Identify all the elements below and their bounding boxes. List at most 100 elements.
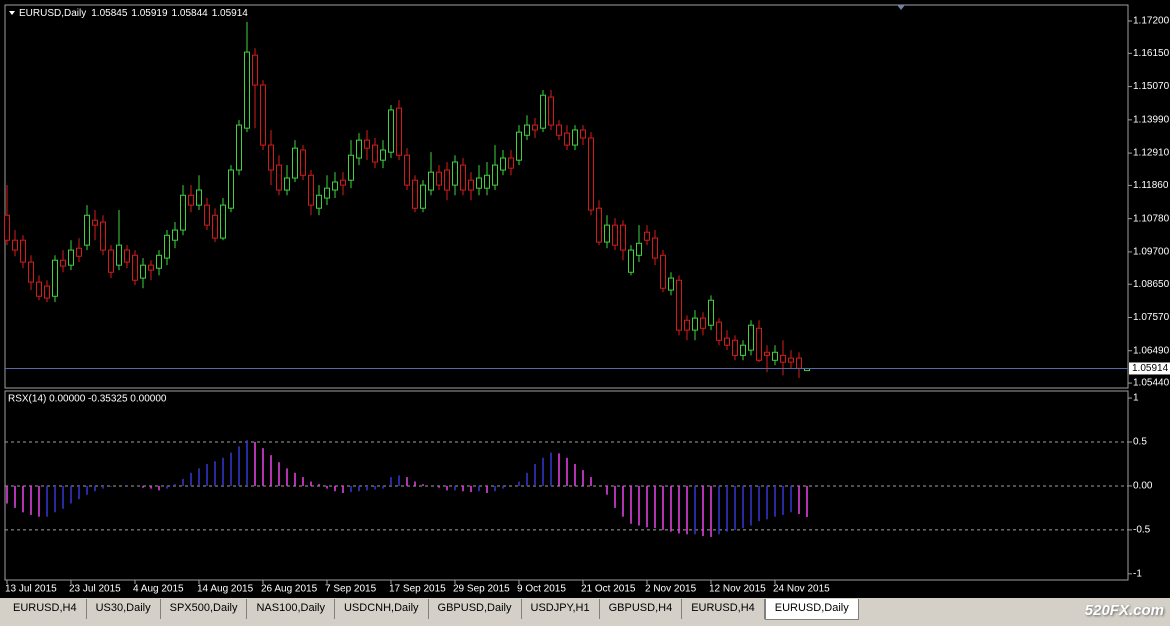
candle-body xyxy=(748,324,754,351)
chart-tab[interactable]: EURUSD,Daily xyxy=(764,599,859,620)
candle-body xyxy=(716,321,722,341)
y-tick-label: 1.15070 xyxy=(1133,81,1170,92)
y-tick-label: 1.17200 xyxy=(1133,16,1170,27)
menu-arrow[interactable] xyxy=(9,11,15,15)
y-tick-label: 1 xyxy=(1133,393,1139,404)
candle-body xyxy=(116,244,122,266)
x-tick-label: 12 Nov 2015 xyxy=(709,584,766,595)
candle-body xyxy=(276,164,282,191)
candle-body xyxy=(172,229,178,241)
y-tick-label: 1.05440 xyxy=(1133,378,1170,389)
candle-body xyxy=(396,107,402,156)
candle-body xyxy=(436,171,442,186)
candle-body xyxy=(516,131,522,161)
tab-row: EURUSD,H4 US30,Daily SPX500,Daily NAS100,Da… xyxy=(4,599,859,620)
watermark: 520FX.com xyxy=(1084,602,1164,619)
chart-tab[interactable]: EURUSD,H4 xyxy=(682,599,765,619)
candle-body xyxy=(708,299,714,326)
candle-body xyxy=(28,261,34,283)
x-tick-label: 4 Aug 2015 xyxy=(133,584,184,595)
low-value: 1.05844 xyxy=(172,8,209,19)
candle-body xyxy=(484,174,490,189)
candle-body xyxy=(692,317,698,331)
candle-body xyxy=(548,96,554,126)
chart-tab[interactable]: EURUSD,H4 xyxy=(4,599,87,619)
candle-body xyxy=(636,242,642,256)
chart-tab[interactable]: NAS100,Daily xyxy=(247,599,335,619)
candle-body xyxy=(132,254,138,281)
candle-body xyxy=(684,319,690,331)
candle-body xyxy=(220,204,226,239)
candle-body xyxy=(380,149,386,161)
candle-body xyxy=(412,179,418,209)
high-value: 1.05919 xyxy=(131,8,168,19)
candle-body xyxy=(268,144,274,171)
candle-body xyxy=(388,109,394,153)
x-tick-label: 14 Aug 2015 xyxy=(197,584,254,595)
candle-body xyxy=(452,161,458,186)
candle-body xyxy=(428,171,434,191)
indicator-title: RSX(14) 0.00000 -0.35325 0.00000 xyxy=(8,394,167,405)
candle-body xyxy=(580,129,586,139)
chart-tab[interactable]: USDCNH,Daily xyxy=(335,599,429,619)
candle-body xyxy=(492,164,498,186)
candle-body xyxy=(308,174,314,206)
candle-body xyxy=(740,344,746,356)
candle-body xyxy=(756,327,762,361)
candle-body xyxy=(284,177,290,191)
chart-tab[interactable]: GBPUSD,H4 xyxy=(600,599,683,619)
candle-body xyxy=(772,351,778,361)
candle-body xyxy=(508,157,514,169)
candle-body xyxy=(588,137,594,211)
x-tick-label: 21 Oct 2015 xyxy=(581,584,636,595)
background xyxy=(0,0,1170,598)
x-tick-label: 13 Jul 2015 xyxy=(5,584,57,595)
y-tick-label: 1.16150 xyxy=(1133,48,1170,59)
candle-body xyxy=(348,154,354,181)
candle-body xyxy=(52,259,58,297)
y-tick-label: 1.07570 xyxy=(1133,312,1170,323)
y-tick-label: 1.11860 xyxy=(1133,180,1169,191)
x-tick-label: 26 Aug 2015 xyxy=(261,584,318,595)
candle-body xyxy=(100,221,106,251)
y-tick-label: -0.5 xyxy=(1133,525,1151,536)
candle-body xyxy=(500,157,506,171)
candle-body xyxy=(572,129,578,146)
chart-tab[interactable]: SPX500,Daily xyxy=(161,599,248,619)
candle-body xyxy=(788,357,794,363)
candle-body xyxy=(660,254,666,289)
candle-body xyxy=(180,194,186,231)
candle-body xyxy=(156,254,162,269)
candle-body xyxy=(564,132,570,146)
candle-body xyxy=(652,237,658,259)
candle-body xyxy=(36,281,42,297)
candle-body xyxy=(444,169,450,191)
chart-window: EURUSD,Daily 1.05845 1.05919 1.05844 1.05914… xyxy=(0,0,1170,598)
candle-body xyxy=(420,184,426,209)
open-value: 1.05845 xyxy=(91,8,128,19)
chart-tab[interactable]: USDJPY,H1 xyxy=(522,599,600,619)
x-tick-label: 2 Nov 2015 xyxy=(645,584,697,595)
candle-body xyxy=(340,179,346,186)
candle-body xyxy=(796,357,802,369)
candle-body xyxy=(556,124,562,136)
y-tick-label: 1.12910 xyxy=(1133,148,1170,159)
y-tick-label: 0.00 xyxy=(1133,481,1153,492)
price-label-box xyxy=(1129,362,1170,375)
candle-body xyxy=(668,277,674,291)
y-tick-label: 1.06490 xyxy=(1133,345,1170,356)
candle-body xyxy=(780,354,786,363)
candle-body xyxy=(316,194,322,209)
candle-body xyxy=(332,181,338,191)
candle-body xyxy=(108,249,114,273)
candle-body xyxy=(244,51,250,129)
candle-body xyxy=(12,239,18,251)
chart-tab[interactable]: US30,Daily xyxy=(87,599,161,619)
candle-body xyxy=(236,124,242,171)
candle-body xyxy=(76,247,82,257)
chart-tab[interactable]: GBPUSD,Daily xyxy=(429,599,522,619)
candle-body xyxy=(124,249,130,263)
candle-body xyxy=(372,144,378,163)
